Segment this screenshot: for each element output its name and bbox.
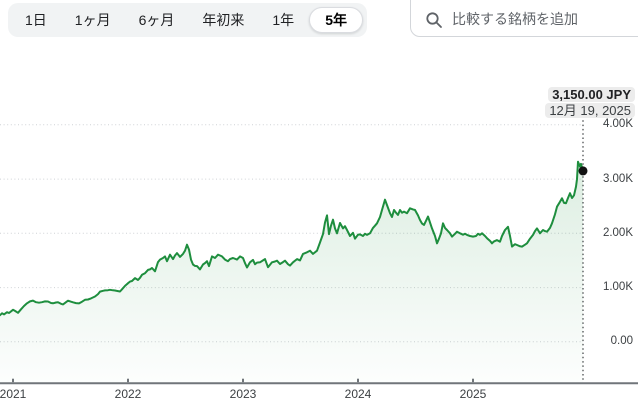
range-tab-ytd[interactable]: 年初来 (188, 3, 258, 37)
price-area (0, 161, 583, 384)
tooltip-price: 3,150.00 JPY (548, 87, 635, 102)
tooltip-date: 12月 19, 2025 (545, 103, 635, 118)
range-tab-1d[interactable]: 1日 (11, 3, 61, 37)
current-point-tooltip: 3,150.00 JPY 12月 19, 2025 (545, 87, 635, 118)
range-tab-1y[interactable]: 1年 (258, 3, 308, 37)
range-tab-5y[interactable]: 5年 (309, 7, 363, 33)
range-tab-6m[interactable]: 6ヶ月 (125, 3, 189, 37)
search-icon (425, 11, 443, 29)
compare-search[interactable] (410, 0, 638, 37)
price-line (0, 160, 584, 317)
range-tab-1m[interactable]: 1ヶ月 (61, 3, 125, 37)
compare-search-input[interactable] (452, 9, 638, 29)
range-selector: 1日 1ヶ月 6ヶ月 年初来 1年 5年 (8, 3, 367, 37)
current-price-marker (578, 166, 588, 176)
